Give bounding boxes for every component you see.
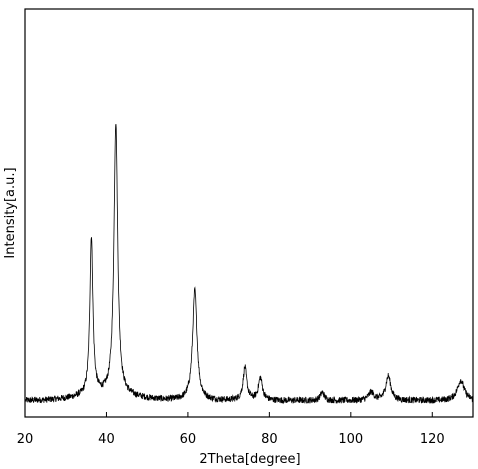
- x-tick-label: 120: [420, 432, 445, 447]
- x-tick-label: 20: [17, 432, 34, 447]
- x-tick-label: 40: [98, 432, 115, 447]
- x-tick-label: 80: [261, 432, 278, 447]
- x-axis-label: 2Theta[degree]: [199, 452, 300, 467]
- x-tick-label: 100: [338, 432, 363, 447]
- x-axis-ticks: 20 40 60 80 100 120: [17, 412, 445, 447]
- y-axis-label: Intensity[a.u.]: [3, 167, 18, 258]
- x-tick-label: 60: [180, 432, 197, 447]
- series-line: [25, 124, 473, 405]
- plot-frame: [24, 8, 474, 418]
